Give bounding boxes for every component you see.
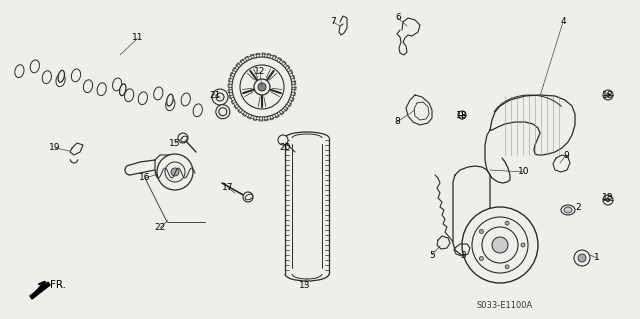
Circle shape: [603, 195, 613, 205]
Ellipse shape: [97, 83, 106, 96]
Text: 17: 17: [222, 183, 234, 192]
Circle shape: [216, 105, 230, 119]
Ellipse shape: [245, 194, 253, 200]
Text: 11: 11: [132, 33, 144, 42]
Ellipse shape: [83, 80, 93, 93]
Text: 12: 12: [254, 68, 266, 77]
Circle shape: [462, 207, 538, 283]
Ellipse shape: [564, 207, 572, 213]
Ellipse shape: [193, 104, 202, 117]
Circle shape: [232, 57, 292, 117]
Polygon shape: [454, 244, 470, 256]
Circle shape: [165, 162, 185, 182]
Ellipse shape: [30, 60, 40, 73]
Circle shape: [278, 135, 288, 145]
Circle shape: [606, 93, 610, 97]
Circle shape: [157, 154, 193, 190]
Circle shape: [212, 89, 228, 105]
Polygon shape: [406, 95, 432, 125]
Circle shape: [574, 250, 590, 266]
Text: S033-E1100A: S033-E1100A: [477, 300, 533, 309]
Circle shape: [219, 108, 227, 116]
Polygon shape: [437, 236, 450, 249]
Circle shape: [472, 217, 528, 273]
Circle shape: [505, 221, 509, 225]
Circle shape: [505, 265, 509, 269]
Text: 10: 10: [518, 167, 530, 176]
Ellipse shape: [42, 71, 51, 84]
Text: 19: 19: [49, 144, 61, 152]
Text: 20: 20: [279, 143, 291, 152]
Polygon shape: [553, 155, 570, 172]
Polygon shape: [397, 18, 420, 55]
Circle shape: [243, 192, 253, 202]
Ellipse shape: [138, 92, 147, 105]
Text: 15: 15: [169, 138, 180, 147]
Text: FR.: FR.: [50, 280, 66, 290]
Text: 6: 6: [395, 13, 401, 23]
Circle shape: [258, 83, 266, 91]
Ellipse shape: [181, 93, 190, 106]
Circle shape: [240, 65, 284, 109]
Circle shape: [171, 168, 179, 176]
Text: 18: 18: [602, 194, 614, 203]
Text: 7: 7: [330, 18, 336, 26]
Circle shape: [578, 254, 586, 262]
Ellipse shape: [58, 70, 65, 82]
Text: 4: 4: [560, 18, 566, 26]
Text: 13: 13: [300, 280, 311, 290]
Ellipse shape: [166, 98, 175, 111]
Text: 18: 18: [602, 91, 614, 100]
Polygon shape: [490, 95, 575, 155]
Circle shape: [482, 227, 518, 263]
Text: 3: 3: [460, 250, 466, 259]
Ellipse shape: [180, 136, 188, 142]
Ellipse shape: [125, 89, 134, 102]
Ellipse shape: [120, 84, 126, 96]
Polygon shape: [70, 143, 83, 155]
Text: 5: 5: [429, 250, 435, 259]
Circle shape: [229, 54, 295, 120]
Circle shape: [521, 243, 525, 247]
Ellipse shape: [561, 205, 575, 215]
Polygon shape: [339, 16, 347, 35]
Text: 21: 21: [209, 91, 221, 100]
Circle shape: [603, 90, 613, 100]
Text: 8: 8: [394, 117, 400, 127]
Ellipse shape: [113, 78, 122, 91]
Circle shape: [216, 93, 224, 101]
Text: 9: 9: [563, 151, 569, 160]
Circle shape: [178, 133, 188, 143]
Text: 1: 1: [594, 254, 600, 263]
Polygon shape: [30, 282, 50, 299]
Text: 16: 16: [140, 174, 151, 182]
Text: 18: 18: [456, 110, 468, 120]
Ellipse shape: [166, 94, 173, 106]
Ellipse shape: [56, 74, 65, 87]
Circle shape: [479, 229, 483, 234]
Circle shape: [479, 256, 483, 261]
Ellipse shape: [72, 69, 81, 82]
Circle shape: [492, 237, 508, 253]
Circle shape: [606, 198, 610, 202]
Ellipse shape: [15, 65, 24, 78]
Ellipse shape: [154, 87, 163, 100]
Polygon shape: [453, 166, 490, 258]
Polygon shape: [155, 155, 188, 186]
Circle shape: [458, 111, 466, 119]
Text: 2: 2: [575, 203, 581, 211]
Circle shape: [254, 79, 270, 95]
Text: 22: 22: [154, 224, 166, 233]
